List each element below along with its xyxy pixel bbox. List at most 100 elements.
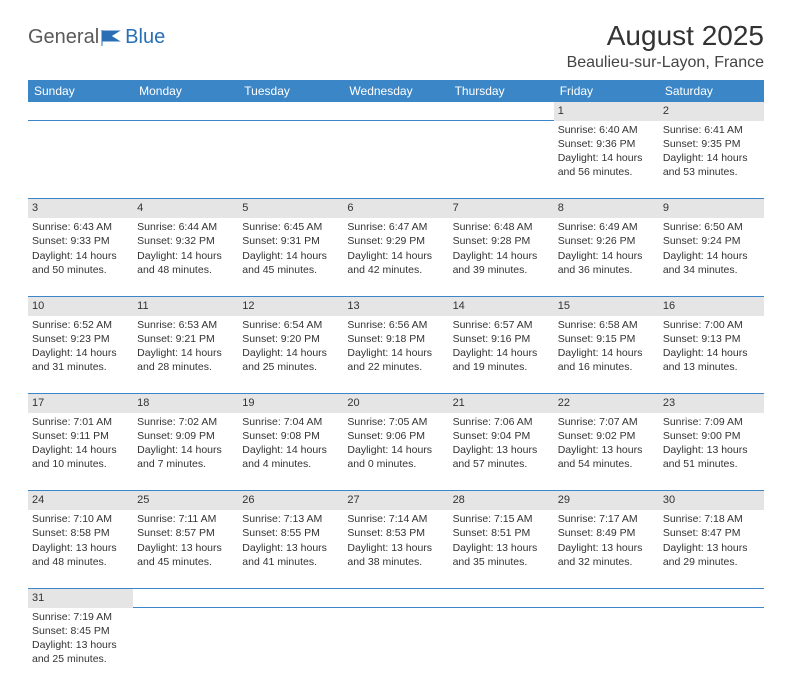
day-info-line: and 45 minutes.	[137, 555, 234, 569]
day-info-line: Sunset: 8:47 PM	[663, 526, 760, 540]
day-info-line: Sunset: 9:35 PM	[663, 137, 760, 151]
weekday-header-row: Sunday Monday Tuesday Wednesday Thursday…	[28, 80, 764, 102]
title-block: August 2025 Beaulieu-sur-Layon, France	[567, 20, 764, 72]
day-info-line: and 45 minutes.	[242, 263, 339, 277]
day-info-line: Daylight: 14 hours	[558, 249, 655, 263]
day-info-line: Daylight: 13 hours	[558, 541, 655, 555]
day-cell: Sunrise: 6:58 AMSunset: 9:15 PMDaylight:…	[554, 316, 659, 394]
day-cell: Sunrise: 6:40 AMSunset: 9:36 PMDaylight:…	[554, 121, 659, 199]
day-info-line: Daylight: 14 hours	[32, 346, 129, 360]
logo: General Blue	[28, 26, 165, 49]
day-info-line: Sunrise: 6:54 AM	[242, 318, 339, 332]
day-number-cell: 11	[133, 296, 238, 315]
day-info-line: Sunset: 9:26 PM	[558, 234, 655, 248]
day-cell: Sunrise: 7:15 AMSunset: 8:51 PMDaylight:…	[449, 510, 554, 588]
day-info-line: Daylight: 14 hours	[347, 443, 444, 457]
daynum-row: 10111213141516	[28, 296, 764, 315]
day-cell: Sunrise: 6:43 AMSunset: 9:33 PMDaylight:…	[28, 218, 133, 296]
day-info-line: Sunset: 8:51 PM	[453, 526, 550, 540]
day-number-cell: 27	[343, 491, 448, 510]
day-number-cell	[449, 102, 554, 121]
weekday-header: Monday	[133, 80, 238, 102]
day-cell: Sunrise: 7:01 AMSunset: 9:11 PMDaylight:…	[28, 413, 133, 491]
day-info-line: Daylight: 14 hours	[137, 346, 234, 360]
day-info-line: Sunrise: 6:43 AM	[32, 220, 129, 234]
day-info-line: and 7 minutes.	[137, 457, 234, 471]
day-cell: Sunrise: 7:17 AMSunset: 8:49 PMDaylight:…	[554, 510, 659, 588]
weekday-header: Thursday	[449, 80, 554, 102]
day-info-line: Sunset: 9:32 PM	[137, 234, 234, 248]
day-info-line: Sunrise: 6:49 AM	[558, 220, 655, 234]
day-number-cell: 22	[554, 394, 659, 413]
day-info-line: Sunrise: 6:57 AM	[453, 318, 550, 332]
day-number-cell: 31	[28, 588, 133, 607]
day-info-line: Sunrise: 6:53 AM	[137, 318, 234, 332]
day-number-cell	[343, 102, 448, 121]
day-info-line: Sunrise: 7:18 AM	[663, 512, 760, 526]
day-cell: Sunrise: 7:00 AMSunset: 9:13 PMDaylight:…	[659, 316, 764, 394]
day-cell: Sunrise: 6:41 AMSunset: 9:35 PMDaylight:…	[659, 121, 764, 199]
day-cell: Sunrise: 6:49 AMSunset: 9:26 PMDaylight:…	[554, 218, 659, 296]
day-info-line: and 41 minutes.	[242, 555, 339, 569]
day-info-line: Sunset: 8:45 PM	[32, 624, 129, 638]
day-info-line: and 38 minutes.	[347, 555, 444, 569]
day-info-line: Sunrise: 6:47 AM	[347, 220, 444, 234]
header: General Blue August 2025 Beaulieu-sur-La…	[28, 20, 764, 72]
day-cell: Sunrise: 7:07 AMSunset: 9:02 PMDaylight:…	[554, 413, 659, 491]
day-info-line: Daylight: 14 hours	[32, 249, 129, 263]
daynum-row: 17181920212223	[28, 394, 764, 413]
day-info-line: Sunrise: 7:15 AM	[453, 512, 550, 526]
day-info-line: and 25 minutes.	[242, 360, 339, 374]
day-info-line: Daylight: 13 hours	[558, 443, 655, 457]
day-info-line: Sunset: 9:11 PM	[32, 429, 129, 443]
day-cell: Sunrise: 6:53 AMSunset: 9:21 PMDaylight:…	[133, 316, 238, 394]
day-number-cell	[659, 588, 764, 607]
day-info-line: and 19 minutes.	[453, 360, 550, 374]
day-info-line: Sunrise: 7:01 AM	[32, 415, 129, 429]
day-number-cell: 3	[28, 199, 133, 218]
day-number-cell: 30	[659, 491, 764, 510]
day-info-line: Daylight: 13 hours	[32, 541, 129, 555]
day-info-line: and 10 minutes.	[32, 457, 129, 471]
day-number-cell: 20	[343, 394, 448, 413]
day-cell: Sunrise: 6:57 AMSunset: 9:16 PMDaylight:…	[449, 316, 554, 394]
day-info-line: Daylight: 13 hours	[663, 541, 760, 555]
location: Beaulieu-sur-Layon, France	[567, 54, 764, 72]
day-cell	[659, 608, 764, 686]
day-cell	[449, 121, 554, 199]
day-info-line: Sunrise: 6:48 AM	[453, 220, 550, 234]
day-info-line: and 48 minutes.	[32, 555, 129, 569]
day-info-line: and 32 minutes.	[558, 555, 655, 569]
daynum-row: 24252627282930	[28, 491, 764, 510]
day-info-line: Sunset: 9:06 PM	[347, 429, 444, 443]
day-info-line: Sunrise: 7:07 AM	[558, 415, 655, 429]
daynum-row: 12	[28, 102, 764, 121]
day-cell: Sunrise: 6:44 AMSunset: 9:32 PMDaylight:…	[133, 218, 238, 296]
weekday-header: Wednesday	[343, 80, 448, 102]
day-info-line: and 56 minutes.	[558, 165, 655, 179]
day-info-line: Sunset: 9:28 PM	[453, 234, 550, 248]
day-info-line: Sunset: 9:16 PM	[453, 332, 550, 346]
day-info-line: Sunrise: 6:41 AM	[663, 123, 760, 137]
day-cell	[28, 121, 133, 199]
day-cell	[238, 121, 343, 199]
day-info-line: Sunset: 9:04 PM	[453, 429, 550, 443]
day-info-line: Sunrise: 7:10 AM	[32, 512, 129, 526]
weekday-header: Tuesday	[238, 80, 343, 102]
day-cell: Sunrise: 7:13 AMSunset: 8:55 PMDaylight:…	[238, 510, 343, 588]
day-info-line: Sunrise: 7:09 AM	[663, 415, 760, 429]
day-info-line: Sunrise: 7:00 AM	[663, 318, 760, 332]
day-info-line: Sunset: 9:24 PM	[663, 234, 760, 248]
day-info-line: Sunrise: 7:06 AM	[453, 415, 550, 429]
day-info-line: and 28 minutes.	[137, 360, 234, 374]
logo-flag-icon	[101, 29, 123, 47]
day-number-cell: 6	[343, 199, 448, 218]
day-content-row: Sunrise: 7:19 AMSunset: 8:45 PMDaylight:…	[28, 608, 764, 686]
day-info-line: and 25 minutes.	[32, 652, 129, 666]
day-cell	[343, 608, 448, 686]
day-number-cell: 1	[554, 102, 659, 121]
day-info-line: and 29 minutes.	[663, 555, 760, 569]
day-number-cell: 23	[659, 394, 764, 413]
day-info-line: Sunrise: 7:05 AM	[347, 415, 444, 429]
day-cell: Sunrise: 6:56 AMSunset: 9:18 PMDaylight:…	[343, 316, 448, 394]
